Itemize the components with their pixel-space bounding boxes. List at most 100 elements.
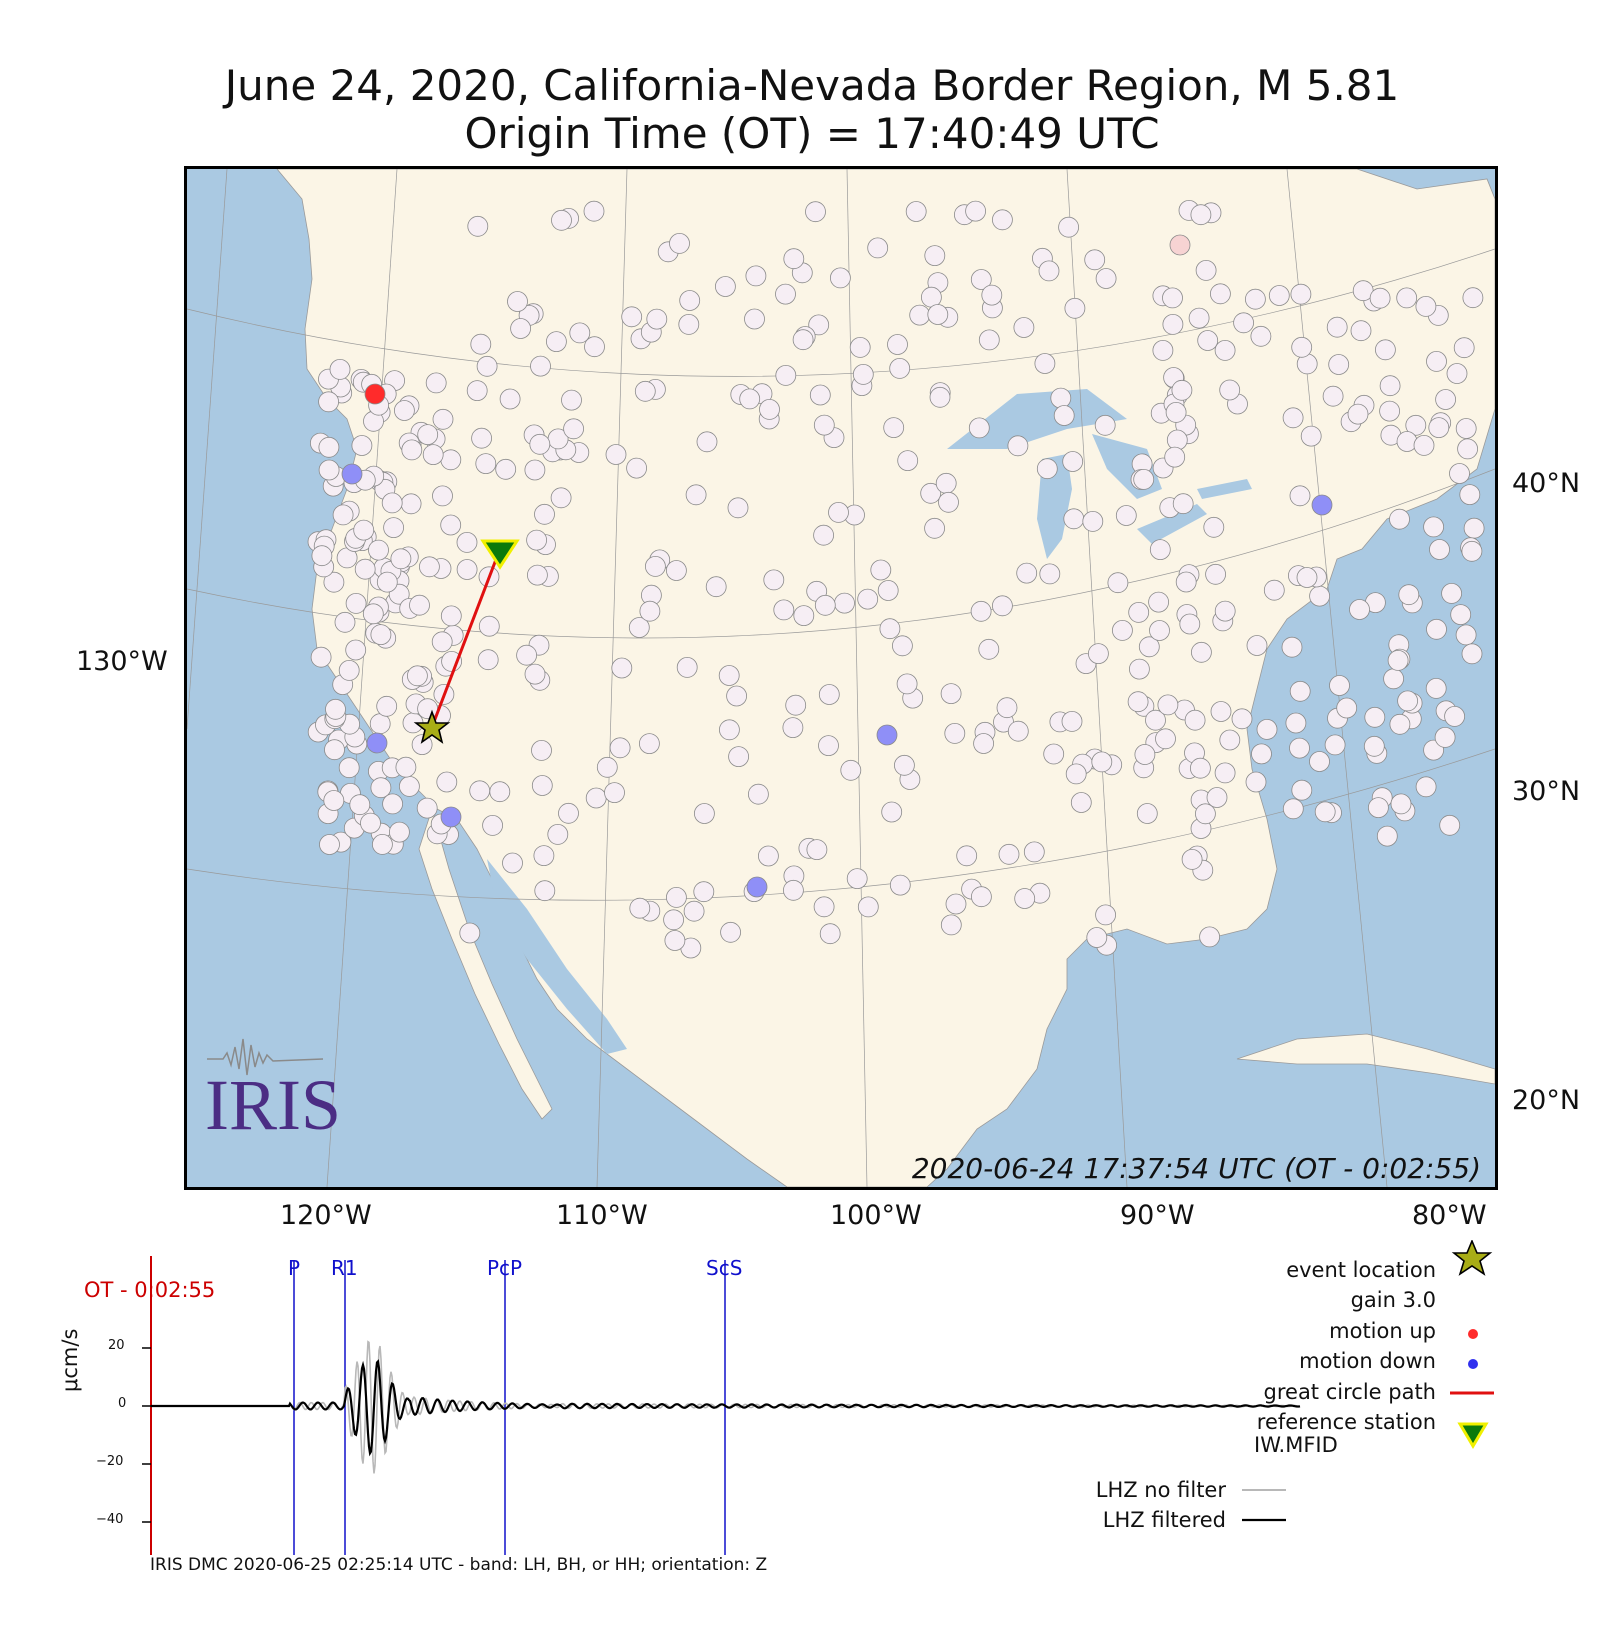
lon-label-110w: 110°W bbox=[556, 1200, 648, 1231]
station-marker bbox=[1084, 249, 1106, 271]
station-marker bbox=[605, 444, 627, 465]
station-marker bbox=[1214, 339, 1236, 361]
station-motion-up bbox=[1169, 234, 1191, 256]
station-marker bbox=[1203, 516, 1225, 538]
station-marker bbox=[1390, 793, 1412, 815]
station-marker bbox=[440, 514, 462, 536]
station-marker bbox=[456, 531, 478, 553]
station-marker bbox=[1455, 624, 1477, 646]
station-map[interactable]: IRIS 2020-06-24 17:37:54 UTC (OT - 0:02:… bbox=[184, 166, 1498, 1190]
station-marker bbox=[471, 427, 493, 449]
station-marker bbox=[892, 635, 913, 657]
great-circle-path bbox=[430, 548, 502, 728]
lon-label-90w: 90°W bbox=[1120, 1200, 1195, 1231]
station-marker bbox=[877, 580, 899, 601]
station-marker bbox=[1162, 287, 1183, 309]
station-marker bbox=[719, 719, 740, 741]
station-marker bbox=[1396, 287, 1418, 309]
station-marker bbox=[679, 290, 701, 311]
land-north-america bbox=[276, 169, 1495, 1187]
station-marker bbox=[1441, 582, 1462, 604]
map-canvas bbox=[187, 169, 1495, 1187]
legend-star-icon bbox=[1451, 1240, 1493, 1276]
lon-label-80w: 80°W bbox=[1412, 1200, 1487, 1231]
station-marker bbox=[324, 739, 345, 761]
station-marker bbox=[466, 380, 488, 402]
station-marker bbox=[440, 605, 462, 627]
station-marker bbox=[727, 497, 749, 519]
station-marker bbox=[1050, 387, 1072, 409]
station-marker bbox=[992, 209, 1013, 231]
iris-logo: IRIS bbox=[205, 1038, 341, 1139]
station-marker bbox=[1309, 751, 1330, 772]
lat-label-30n: 30°N bbox=[1512, 776, 1581, 807]
phase-label-scs: ScS bbox=[706, 1256, 743, 1280]
station-marker bbox=[499, 388, 521, 410]
station-marker bbox=[1250, 325, 1272, 347]
station-marker bbox=[351, 435, 373, 456]
station-marker bbox=[678, 313, 700, 335]
station-marker bbox=[1425, 678, 1447, 699]
station-marker bbox=[1375, 339, 1396, 361]
map-title-line2: Origin Time (OT) = 17:40:49 UTC bbox=[464, 109, 1160, 158]
station-marker bbox=[1210, 283, 1231, 305]
station-marker bbox=[1435, 389, 1456, 410]
station-marker bbox=[1086, 927, 1108, 948]
station-marker bbox=[1164, 446, 1186, 468]
station-marker bbox=[792, 329, 814, 351]
station-layer bbox=[307, 200, 1485, 959]
station-marker bbox=[981, 284, 1003, 306]
station-marker bbox=[338, 659, 360, 681]
station-marker bbox=[1162, 313, 1184, 335]
station-marker bbox=[783, 879, 804, 901]
station-marker bbox=[418, 556, 440, 578]
station-marker bbox=[376, 571, 398, 593]
station-marker bbox=[809, 384, 831, 406]
station-marker bbox=[1363, 735, 1385, 757]
station-marker bbox=[1082, 510, 1104, 532]
station-marker bbox=[563, 418, 585, 440]
station-marker bbox=[924, 245, 946, 266]
station-marker bbox=[973, 733, 994, 754]
station-marker bbox=[745, 265, 767, 287]
station-marker bbox=[502, 852, 523, 874]
station-marker bbox=[1415, 295, 1437, 317]
station-motion-down bbox=[341, 463, 363, 485]
station-marker bbox=[1115, 505, 1137, 526]
station-marker bbox=[1138, 636, 1160, 658]
station-marker bbox=[334, 611, 356, 633]
station-marker bbox=[1428, 417, 1450, 439]
station-marker bbox=[1133, 468, 1155, 490]
station-marker bbox=[1246, 635, 1268, 656]
station-marker bbox=[1061, 711, 1083, 732]
station-marker bbox=[432, 408, 454, 430]
station-marker bbox=[398, 776, 420, 797]
station-marker bbox=[323, 790, 345, 811]
station-marker bbox=[814, 594, 836, 616]
station-marker bbox=[1058, 216, 1079, 238]
station-marker bbox=[510, 318, 532, 339]
station-marker bbox=[1219, 379, 1241, 401]
station-marker bbox=[1461, 643, 1483, 665]
station-marker bbox=[531, 775, 553, 796]
station-marker bbox=[834, 592, 855, 614]
station-marker bbox=[369, 713, 391, 735]
seismogram-panel[interactable] bbox=[0, 1240, 1624, 1560]
station-marker bbox=[1444, 706, 1465, 727]
legend-great-circle: great circle path bbox=[1263, 1380, 1436, 1404]
station-marker bbox=[705, 576, 727, 598]
station-marker bbox=[382, 793, 404, 815]
station-marker bbox=[867, 237, 889, 259]
station-marker bbox=[1088, 643, 1109, 665]
station-marker bbox=[318, 459, 340, 481]
station-marker bbox=[1062, 451, 1084, 472]
station-marker bbox=[715, 276, 736, 297]
station-marker bbox=[971, 886, 992, 908]
station-marker bbox=[547, 824, 569, 845]
station-marker bbox=[775, 283, 796, 305]
station-marker bbox=[1007, 720, 1029, 742]
station-marker bbox=[1328, 354, 1350, 375]
station-marker bbox=[1389, 713, 1411, 735]
land-cuba bbox=[1236, 1033, 1495, 1085]
station-marker bbox=[881, 801, 903, 823]
